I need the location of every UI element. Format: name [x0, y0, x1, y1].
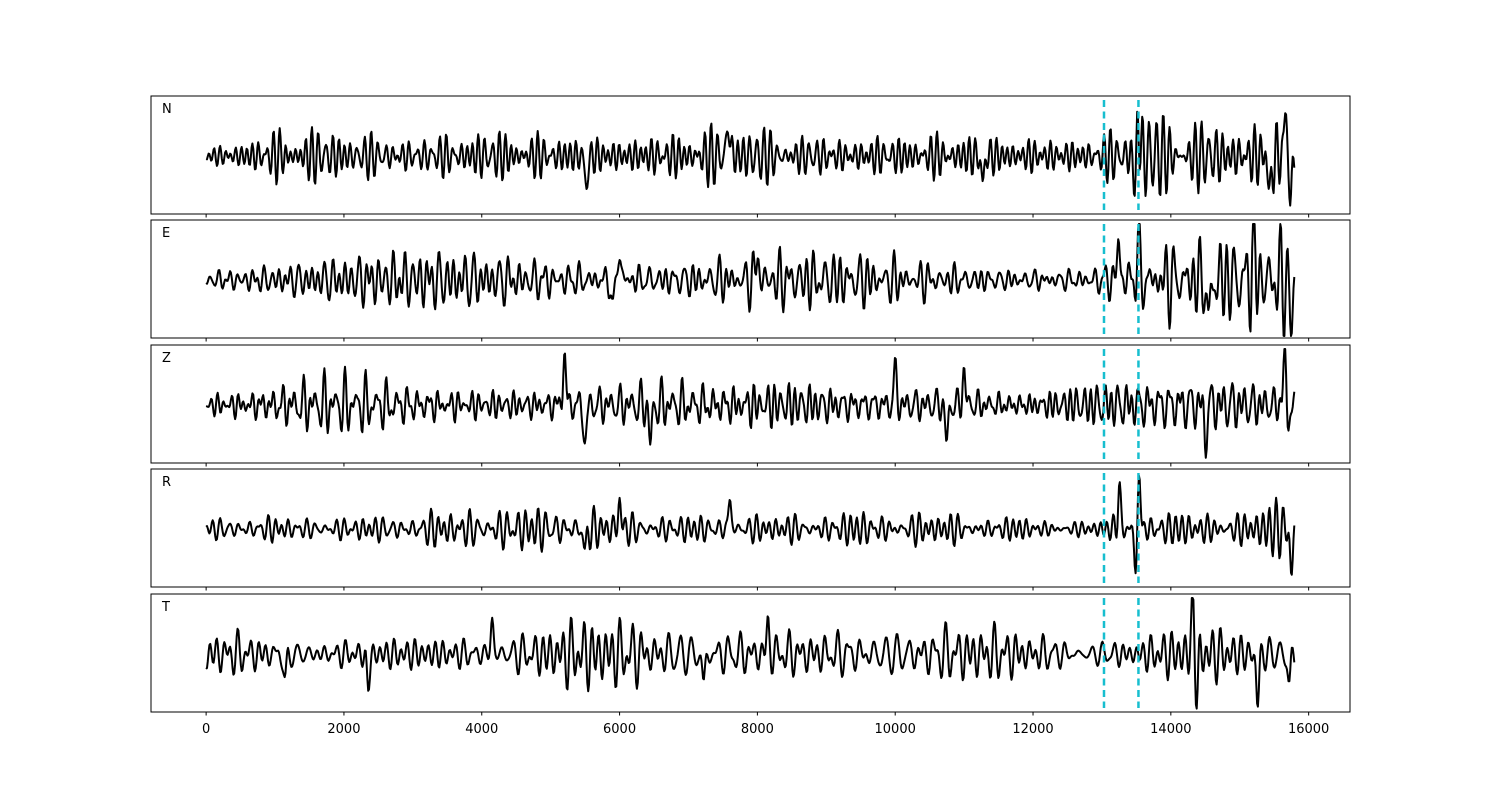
x-tick-label: 0 [202, 722, 210, 737]
channel-label: Z [162, 351, 171, 366]
x-tick-label: 8000 [741, 722, 774, 737]
panel-frame [150, 468, 1351, 588]
x-tick-label: 10000 [875, 722, 916, 737]
channel-label: R [162, 475, 171, 490]
x-axis: 0 2000 4000 6000 8000 10000 12000 14000 16000 [202, 722, 1329, 737]
trace-r [205, 474, 1296, 576]
panel-e: E [150, 219, 1351, 342]
x-tick-label: 2000 [327, 722, 360, 737]
panel-r: R [150, 468, 1351, 591]
panels: N E Z R T [150, 95, 1351, 716]
panel-frame [150, 344, 1351, 464]
channel-label: T [161, 600, 170, 615]
trace-z [205, 348, 1296, 459]
x-tick-label: 14000 [1150, 722, 1191, 737]
x-tick-label: 4000 [465, 722, 498, 737]
channel-label: E [162, 226, 170, 241]
panel-frame [150, 593, 1351, 713]
channel-label: N [162, 102, 172, 117]
trace-t [205, 597, 1296, 710]
panel-t: T [150, 593, 1351, 716]
panel-z: Z [150, 344, 1351, 467]
trace-n [205, 110, 1296, 207]
x-tick-label: 12000 [1012, 722, 1053, 737]
trace-e [205, 223, 1296, 337]
x-tick-label: 16000 [1288, 722, 1329, 737]
panel-n: N [150, 95, 1351, 218]
x-tick-label: 6000 [603, 722, 636, 737]
panel-frame [150, 95, 1351, 215]
panel-frame [150, 219, 1351, 339]
